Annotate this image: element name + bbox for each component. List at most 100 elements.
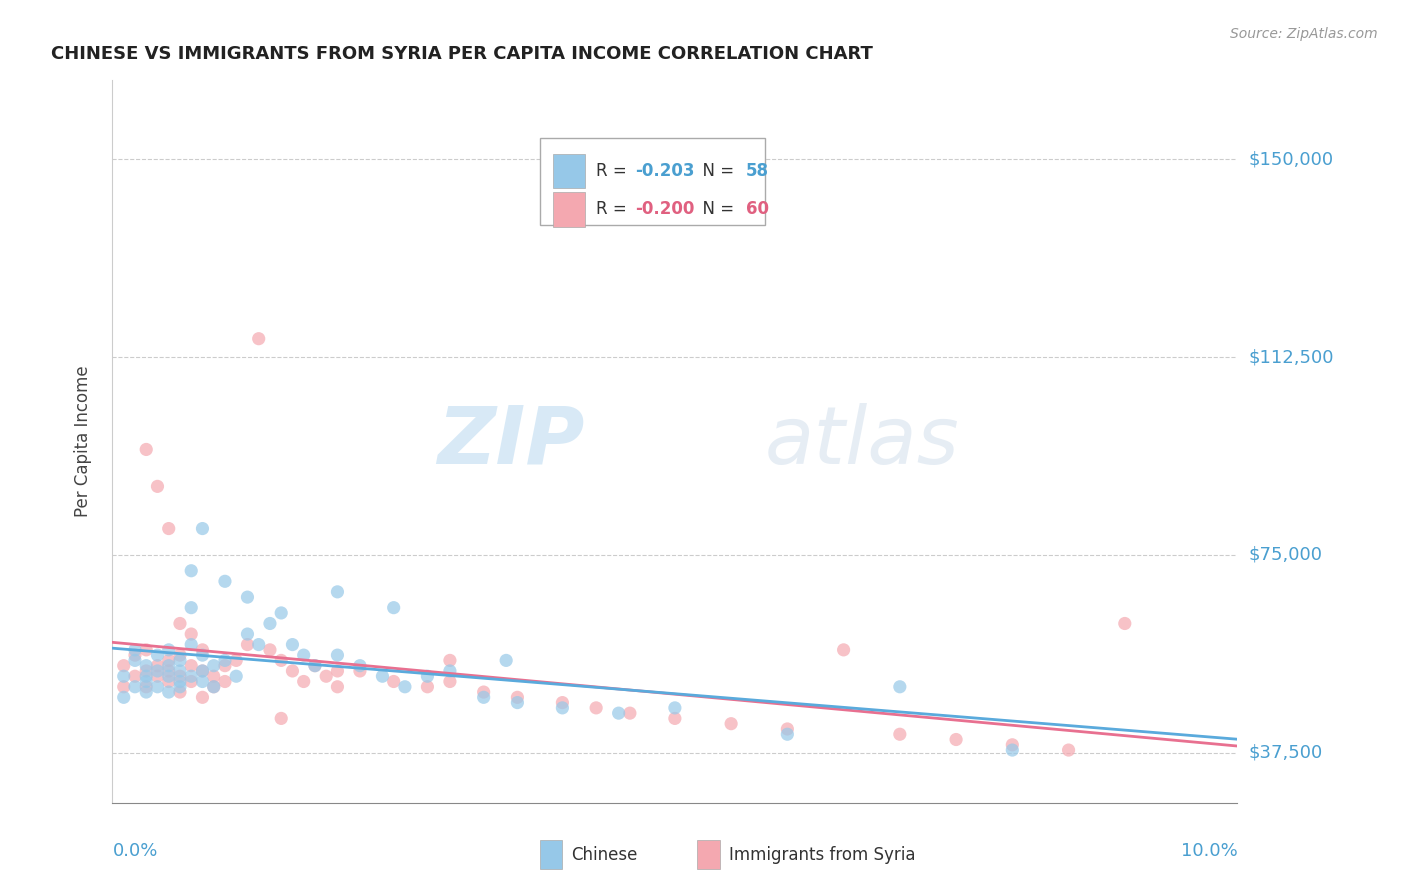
Text: $37,500: $37,500 xyxy=(1249,744,1323,762)
Point xyxy=(146,648,169,662)
Point xyxy=(169,616,191,631)
Point xyxy=(326,648,349,662)
Point xyxy=(472,685,495,699)
Text: $112,500: $112,500 xyxy=(1249,348,1334,366)
Point xyxy=(135,669,157,683)
Text: R =: R = xyxy=(596,200,633,219)
Point xyxy=(326,680,349,694)
Point xyxy=(720,716,742,731)
Point xyxy=(112,680,135,694)
Point xyxy=(191,674,214,689)
Point xyxy=(146,680,169,694)
Text: R =: R = xyxy=(596,162,633,180)
Point xyxy=(124,653,146,667)
Point xyxy=(1001,743,1024,757)
Point xyxy=(202,658,225,673)
Text: N =: N = xyxy=(692,200,740,219)
Point xyxy=(180,600,202,615)
Y-axis label: Per Capita Income: Per Capita Income xyxy=(73,366,91,517)
Point xyxy=(202,680,225,694)
Point xyxy=(135,685,157,699)
Point xyxy=(124,643,146,657)
Point xyxy=(191,643,214,657)
Point xyxy=(124,648,146,662)
Point xyxy=(202,669,225,683)
Point xyxy=(214,574,236,589)
Point xyxy=(304,658,326,673)
Point xyxy=(439,653,461,667)
Point xyxy=(945,732,967,747)
Point xyxy=(135,643,157,657)
Point xyxy=(146,658,169,673)
Text: 10.0%: 10.0% xyxy=(1181,842,1237,860)
Point xyxy=(180,674,202,689)
Point xyxy=(180,658,202,673)
Point xyxy=(664,711,686,725)
Point xyxy=(1114,616,1136,631)
Text: Immigrants from Syria: Immigrants from Syria xyxy=(728,846,915,863)
Point xyxy=(270,653,292,667)
Point xyxy=(146,669,169,683)
FancyBboxPatch shape xyxy=(540,138,765,225)
Point xyxy=(157,522,180,536)
Point xyxy=(157,674,180,689)
Point xyxy=(157,664,180,678)
Point xyxy=(124,680,146,694)
Point xyxy=(146,664,169,678)
Point xyxy=(135,442,157,457)
Point xyxy=(371,669,394,683)
Point xyxy=(1057,743,1080,757)
Text: -0.200: -0.200 xyxy=(636,200,695,219)
Point xyxy=(439,674,461,689)
Point xyxy=(270,606,292,620)
Point xyxy=(394,680,416,694)
Point xyxy=(259,616,281,631)
Point xyxy=(776,722,799,736)
Point xyxy=(157,643,180,657)
Point xyxy=(382,674,405,689)
Point xyxy=(832,643,855,657)
Point xyxy=(157,669,180,683)
Point xyxy=(607,706,630,720)
Point xyxy=(124,669,146,683)
Text: Chinese: Chinese xyxy=(571,846,638,863)
Point xyxy=(315,669,337,683)
Point xyxy=(349,664,371,678)
Point xyxy=(214,653,236,667)
Bar xyxy=(697,840,720,870)
Point xyxy=(551,696,574,710)
Point xyxy=(225,653,247,667)
Point xyxy=(236,638,259,652)
Point xyxy=(326,664,349,678)
Point xyxy=(169,685,191,699)
Point xyxy=(472,690,495,705)
Point xyxy=(169,653,191,667)
Point xyxy=(191,648,214,662)
Point xyxy=(247,638,270,652)
Point xyxy=(776,727,799,741)
Point xyxy=(191,664,214,678)
Point xyxy=(180,564,202,578)
Point xyxy=(157,685,180,699)
Point xyxy=(135,664,157,678)
Point xyxy=(157,653,180,667)
Point xyxy=(664,701,686,715)
Point xyxy=(191,522,214,536)
Text: N =: N = xyxy=(692,162,740,180)
Text: $75,000: $75,000 xyxy=(1249,546,1323,564)
Point xyxy=(304,658,326,673)
Bar xyxy=(540,840,562,870)
Point xyxy=(169,664,191,678)
Point xyxy=(202,680,225,694)
Point xyxy=(135,674,157,689)
Text: 58: 58 xyxy=(745,162,769,180)
Point xyxy=(214,674,236,689)
Point xyxy=(146,479,169,493)
Point xyxy=(259,643,281,657)
Point xyxy=(281,664,304,678)
Point xyxy=(112,669,135,683)
Point xyxy=(180,669,202,683)
Bar xyxy=(554,192,585,227)
Point xyxy=(214,658,236,673)
Point xyxy=(506,690,529,705)
